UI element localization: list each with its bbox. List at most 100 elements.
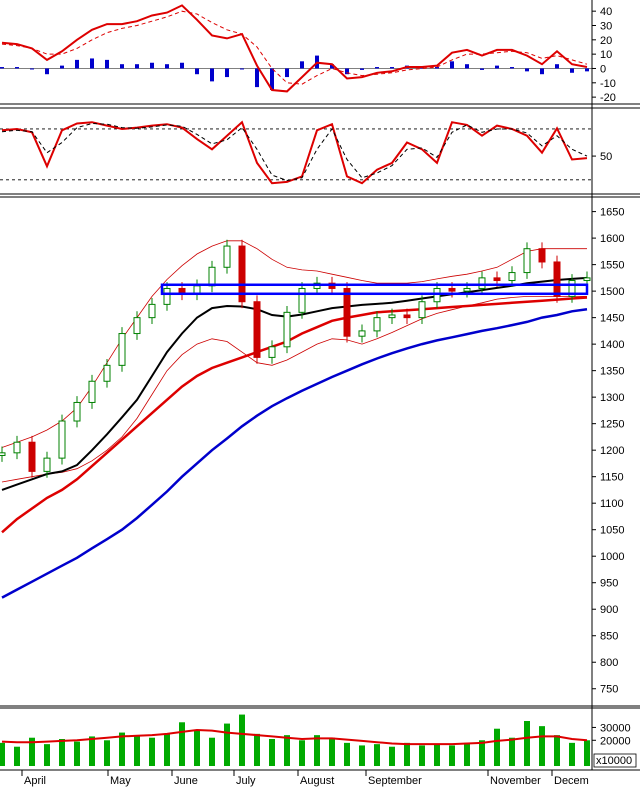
volume-bar [359,745,365,766]
macd-histogram-bar [195,68,199,75]
price-y-tick-label: 850 [600,631,618,643]
volume-unit-box [593,753,637,768]
macd-histogram-bar [300,61,304,69]
macd-histogram-bar [120,64,124,69]
volume-bar [284,735,290,766]
macd-histogram-bar [135,64,139,69]
candle-body [118,333,126,366]
candle-body [388,314,396,319]
volume-bar [89,736,95,766]
price-y-tick-label: 1150 [600,472,624,484]
macd-histogram-bar [375,67,379,69]
candle-body [568,280,576,297]
volume-bar [149,737,155,766]
month-label: May [110,775,131,787]
macd-histogram-bar [495,65,499,69]
volume-bar [134,735,140,766]
volume-bar [119,732,125,766]
volume-bar [209,737,215,766]
price-y-tick-label: 1100 [600,498,624,510]
macd-histogram-bar [210,68,214,82]
macd-line [1,4,588,93]
candle-body [343,287,351,337]
candle-body [43,457,51,472]
macd-histogram-bar [45,68,49,75]
price-y-tick-label: 1650 [600,207,624,219]
resistance-zone-box [160,283,589,296]
volume-bar [329,737,335,766]
volume-bar [389,746,395,766]
price-y-tick-label: 1450 [600,313,624,325]
candle-body [433,287,441,303]
candle-body [13,441,21,454]
volume-bar [239,714,245,766]
volume-bar [59,739,65,766]
volume-bar [464,742,470,766]
macd-histogram-bar [60,65,64,69]
price-y-tick-label: 1050 [600,525,624,537]
volume-bar [254,733,260,766]
macd-histogram-bar [465,64,469,69]
month-label: August [300,775,334,787]
volume-bar [494,728,500,766]
volume-bar [224,723,230,766]
ma-mid-red-line [1,296,588,534]
macd-histogram-bar [105,59,109,69]
volume-bar [569,742,575,766]
candle-body [523,248,531,274]
macd-histogram-bar [570,68,574,73]
macd-histogram-bar [360,68,364,70]
month-label: Decem [554,775,589,787]
volume-unit-label: x10000 [596,755,632,767]
volume-bar [344,742,350,766]
candle-body [133,317,141,335]
volume-bar [404,742,410,766]
candle-body [163,287,171,305]
macd-histogram-bar [30,68,34,70]
candle-body [583,277,591,282]
macd-histogram-bar [435,67,439,69]
macd-histogram-bar [75,59,79,69]
oscillator-y-tick-label: 50 [600,151,612,163]
macd-histogram-bar [270,68,274,90]
macd-histogram-bar [345,68,349,75]
macd-histogram-bar [90,58,94,69]
candle-body [373,317,381,332]
price-y-tick-label: 1300 [600,392,624,404]
macd-histogram-bar [585,68,589,72]
candle-body [448,287,456,292]
volume-bar [449,745,455,766]
candle-body [538,248,546,263]
macd-histogram-bar [285,68,289,78]
volume-bar [539,726,545,766]
oscillator-k-line [1,120,588,185]
candle-body [358,330,366,337]
macd-histogram-bar [540,68,544,75]
macd-histogram-bar [390,67,394,69]
candle-body [73,401,81,422]
volume-ma-line [1,728,588,746]
volume-bar [479,740,485,766]
macd-histogram-bar [525,68,529,72]
volume-bar [524,721,530,766]
volume-bar [14,746,20,766]
candle-body [268,346,276,358]
price-y-tick-label: 1500 [600,286,624,298]
price-y-tick-label: 900 [600,604,618,616]
month-label: July [236,775,256,787]
macd-histogram-bar [480,68,484,70]
candle-body [283,311,291,348]
volume-bar [179,722,185,766]
volume-bar [419,745,425,766]
macd-histogram-bar [150,62,154,69]
candle-body [208,266,216,287]
macd-signal-line [1,10,588,85]
ma-long-blue-line [1,307,588,599]
volume-bar [44,744,50,766]
macd-y-tick-label: 10 [600,49,612,61]
volume-bar [194,730,200,766]
volume-bar [74,741,80,766]
volume-y-tick-label: 30000 [600,722,631,734]
candle-body [238,245,246,303]
